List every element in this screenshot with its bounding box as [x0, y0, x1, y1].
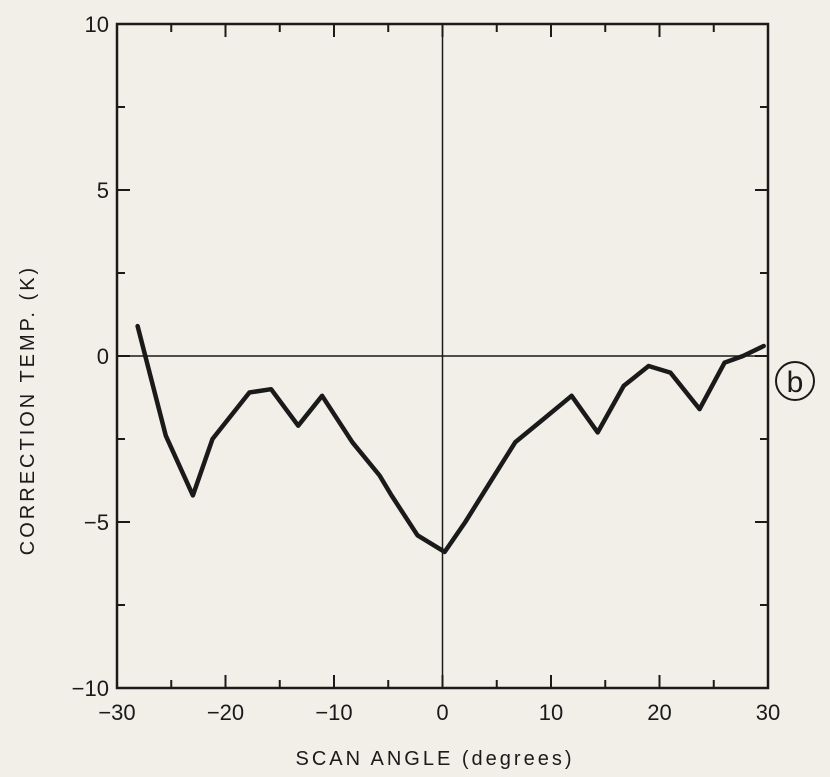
- tick-marks: [116, 23, 769, 689]
- x-tick-labels: −30 −20 −10 0 10 20 30: [98, 700, 780, 725]
- y-tick-label: 0: [97, 344, 109, 369]
- plot-area: [115, 22, 770, 690]
- correction-temp-line: [135, 323, 766, 555]
- series-group: [135, 323, 766, 555]
- x-axis-title: SCAN ANGLE (degrees): [296, 748, 575, 770]
- x-tick-label: 10: [539, 700, 563, 725]
- x-tick-label: −30: [98, 700, 135, 725]
- panel-label-circle: [775, 361, 815, 401]
- y-tick-label: 10: [85, 12, 109, 37]
- panel-label: b: [787, 366, 804, 399]
- y-tick-label: 5: [97, 178, 109, 203]
- y-tick-labels: −10 −5 0 5 10: [72, 12, 109, 701]
- x-tick-label: −20: [207, 700, 244, 725]
- x-tick-label: −10: [315, 700, 352, 725]
- y-axis-title: CORRECTION TEMP. (K): [17, 265, 39, 555]
- x-tick-label: 30: [756, 700, 780, 725]
- x-tick-label: 20: [647, 700, 671, 725]
- panel-label-badge: b: [775, 361, 815, 401]
- x-tick-label: 0: [436, 700, 448, 725]
- y-tick-label: −5: [84, 510, 109, 535]
- y-tick-label: −10: [72, 676, 109, 701]
